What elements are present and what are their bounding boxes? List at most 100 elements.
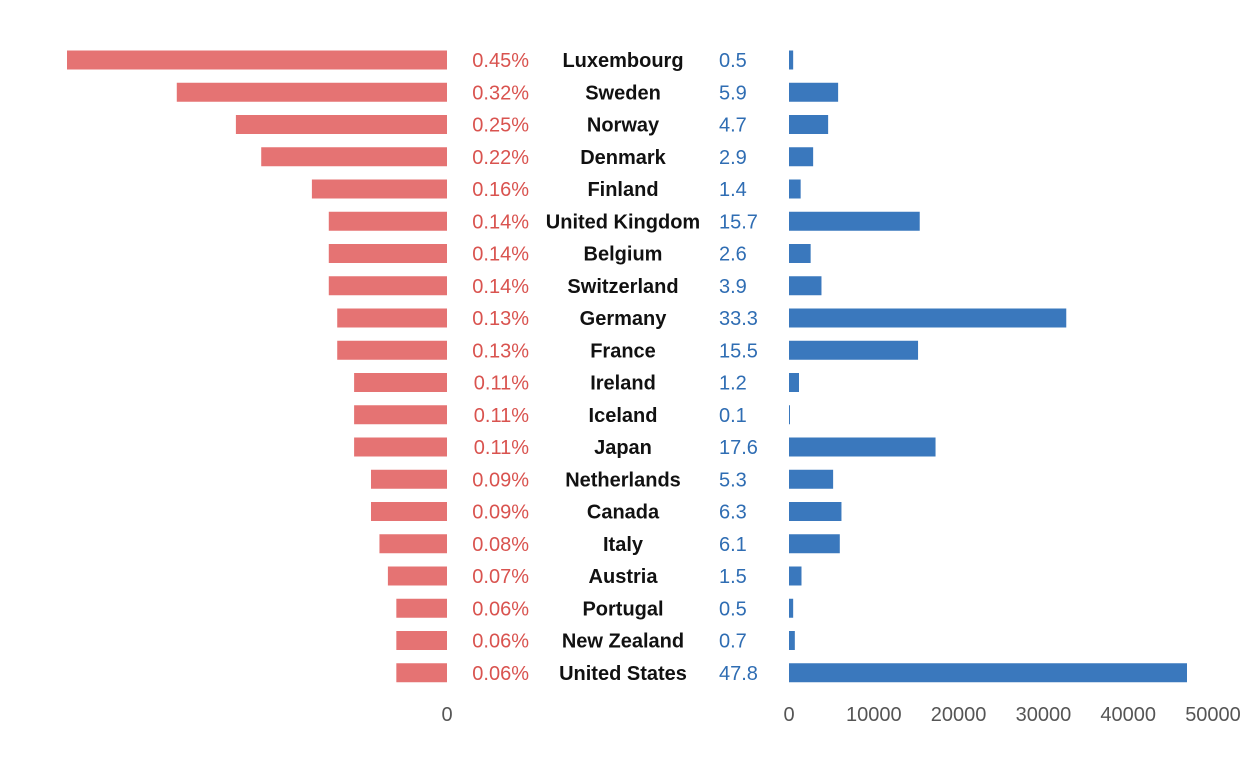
left-bar-netherlands [371, 469, 447, 489]
right-bar-finland [789, 179, 801, 199]
right-bar-canada [789, 502, 842, 521]
left-data-label-italy: 0.08% [472, 534, 529, 556]
country-label-sweden: Sweden [585, 82, 661, 104]
right-bar-united-states [789, 663, 1187, 683]
left-bar-switzerland [328, 276, 447, 296]
country-label-austria: Austria [589, 566, 659, 588]
left-bar-denmark [261, 147, 447, 167]
right-tick-label: 30000 [1016, 704, 1072, 726]
right-axis-ticks: 0 10000 20000 30000 40000 50000 [783, 704, 1240, 726]
left-bar-germany [337, 308, 447, 328]
right-data-label-norway: 4.7 [719, 115, 747, 137]
left-data-label-ireland: 0.11% [474, 373, 529, 395]
right-data-label-new-zealand: 0.7 [719, 631, 747, 653]
right-data-label-switzerland: 3.9 [719, 276, 747, 298]
left-data-label-portugal: 0.06% [472, 598, 529, 620]
right-data-label-france: 15.5 [719, 340, 758, 362]
right-data-labels: 0.5 5.9 4.7 2.9 1.4 15.7 2.6 3.9 33.3 15.5 1.2 0.1 1… [719, 50, 758, 685]
right-bar-austria [789, 566, 802, 586]
left-axis-ticks: 0 [441, 704, 452, 726]
left-data-label-iceland: 0.11% [474, 405, 529, 427]
left-bars [67, 50, 447, 683]
country-label-united-kingdom: United Kingdom [546, 211, 700, 233]
left-data-label-new-zealand: 0.06% [472, 631, 529, 653]
country-label-france: France [590, 340, 656, 362]
right-data-label-japan: 17.6 [719, 437, 758, 459]
country-label-luxembourg: Luxembourg [562, 50, 683, 72]
left-bar-united-kingdom [328, 211, 447, 231]
country-label-netherlands: Netherlands [565, 469, 681, 491]
right-data-label-sweden: 5.9 [719, 82, 747, 104]
left-data-label-switzerland: 0.14% [472, 276, 529, 298]
right-data-label-finland: 1.4 [719, 179, 747, 201]
left-data-label-germany: 0.13% [472, 308, 529, 330]
left-bar-belgium [328, 244, 447, 263]
right-bar-united-kingdom [789, 211, 920, 231]
country-label-japan: Japan [594, 437, 652, 459]
left-data-label-finland: 0.16% [472, 179, 529, 201]
country-label-iceland: Iceland [589, 405, 658, 427]
left-data-label-denmark: 0.22% [472, 147, 529, 169]
left-data-label-luxembourg: 0.45% [472, 50, 529, 72]
left-bar-new-zealand [396, 631, 447, 650]
left-bar-japan [354, 437, 447, 457]
country-label-belgium: Belgium [584, 244, 663, 266]
right-bar-france [789, 340, 919, 360]
country-label-italy: Italy [603, 534, 644, 556]
right-data-label-austria: 1.5 [719, 566, 747, 588]
right-data-label-portugal: 0.5 [719, 598, 747, 620]
country-label-canada: Canada [587, 502, 660, 524]
left-data-label-austria: 0.07% [472, 566, 529, 588]
right-data-label-united-kingdom: 15.7 [719, 211, 758, 233]
left-bar-italy [379, 534, 447, 554]
country-label-norway: Norway [587, 115, 660, 137]
country-label-ireland: Ireland [590, 373, 656, 395]
left-data-label-sweden: 0.32% [472, 82, 529, 104]
right-bar-denmark [789, 147, 814, 167]
right-bar-new-zealand [789, 631, 795, 650]
country-label-germany: Germany [580, 308, 668, 330]
left-tick-label: 0 [441, 704, 452, 726]
country-label-finland: Finland [587, 179, 658, 201]
right-bar-germany [789, 308, 1067, 328]
left-data-label-belgium: 0.14% [472, 244, 529, 266]
right-bars [789, 50, 1187, 683]
right-data-label-belgium: 2.6 [719, 244, 747, 266]
right-data-label-ireland: 1.2 [719, 373, 747, 395]
country-label-switzerland: Switzerland [567, 276, 678, 298]
right-data-label-netherlands: 5.3 [719, 469, 747, 491]
left-bar-luxembourg [67, 50, 447, 70]
left-data-labels: 0.45% 0.32% 0.25% 0.22% 0.16% 0.14% 0.14% 0.14%… [472, 50, 529, 685]
right-bar-japan [789, 437, 936, 457]
right-bar-netherlands [789, 469, 834, 489]
left-data-label-united-states: 0.06% [472, 663, 529, 685]
right-data-label-united-states: 47.8 [719, 663, 758, 685]
country-label-portugal: Portugal [582, 598, 663, 620]
right-bar-belgium [789, 244, 811, 263]
left-data-label-netherlands: 0.09% [472, 469, 529, 491]
left-bar-canada [371, 502, 447, 521]
right-bar-switzerland [789, 276, 822, 296]
right-bar-luxembourg [789, 50, 794, 70]
right-tick-label: 20000 [931, 704, 987, 726]
right-tick-label: 0 [783, 704, 794, 726]
country-label-denmark: Denmark [580, 147, 666, 169]
left-bar-ireland [354, 373, 447, 392]
left-bar-sweden [176, 82, 447, 102]
left-bar-iceland [354, 405, 447, 425]
country-labels: Luxembourg Sweden Norway Denmark Finland Unit… [546, 50, 700, 685]
country-label-new-zealand: New Zealand [562, 631, 684, 653]
right-tick-label: 50000 [1185, 704, 1241, 726]
left-data-label-france: 0.13% [472, 340, 529, 362]
right-data-label-luxembourg: 0.5 [719, 50, 747, 72]
right-data-label-iceland: 0.1 [719, 405, 747, 427]
right-data-label-denmark: 2.9 [719, 147, 747, 169]
right-data-label-canada: 6.3 [719, 502, 747, 524]
right-bar-italy [789, 534, 840, 554]
right-data-label-italy: 6.1 [719, 534, 747, 556]
left-bar-united-states [396, 663, 447, 683]
right-tick-label: 10000 [846, 704, 902, 726]
country-label-united-states: United States [559, 663, 687, 685]
left-data-label-norway: 0.25% [472, 115, 529, 137]
